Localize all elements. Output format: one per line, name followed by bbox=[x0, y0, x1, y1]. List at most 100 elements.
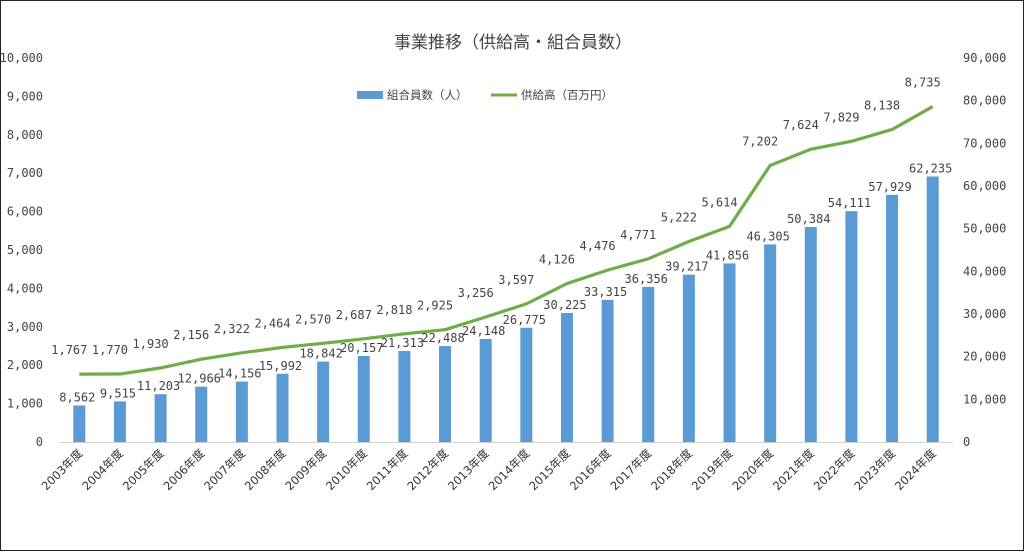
member-bar bbox=[479, 338, 492, 442]
member-data-label: 39,217 bbox=[665, 260, 708, 274]
x-tick-label: 2008年度 bbox=[242, 446, 289, 493]
member-data-label: 15,992 bbox=[259, 359, 302, 373]
supply-data-label: 8,138 bbox=[864, 99, 900, 113]
right-y-axis: 0 10,000 20,000 30,000 40,000 50,000 60,000 70,… bbox=[963, 51, 1006, 449]
right-tick-label: 10,000 bbox=[963, 392, 1006, 406]
supply-data-label: 2,322 bbox=[214, 322, 250, 336]
member-data-label: 33,315 bbox=[584, 285, 627, 299]
member-bar bbox=[845, 211, 858, 442]
x-tick-label: 2021年度 bbox=[770, 446, 817, 493]
member-data-label: 12,966 bbox=[178, 372, 221, 386]
member-bar bbox=[886, 194, 899, 442]
member-bar bbox=[926, 176, 939, 443]
x-axis: 2003年度2004年度2005年度2006年度2007年度2008年度2009… bbox=[39, 442, 953, 493]
member-data-label: 30,225 bbox=[543, 298, 586, 312]
member-data-label: 54,111 bbox=[828, 196, 871, 210]
member-bar bbox=[601, 299, 614, 442]
supply-data-label: 2,570 bbox=[295, 312, 331, 326]
supply-data-label: 7,202 bbox=[742, 134, 778, 148]
supply-data-label: 5,222 bbox=[661, 210, 697, 224]
right-tick-label: 0 bbox=[963, 435, 970, 449]
member-data-label: 8,562 bbox=[59, 390, 95, 404]
member-data-label: 14,156 bbox=[218, 367, 261, 381]
member-data-label: 36,356 bbox=[625, 272, 668, 286]
x-tick-label: 2020年度 bbox=[729, 446, 776, 493]
member-data-label: 22,488 bbox=[421, 331, 464, 345]
right-tick-label: 60,000 bbox=[963, 179, 1006, 193]
right-tick-label: 30,000 bbox=[963, 307, 1006, 321]
legend-swatch-members bbox=[357, 91, 383, 99]
member-bar bbox=[560, 313, 573, 442]
member-bar bbox=[113, 401, 126, 442]
x-tick-label: 2015年度 bbox=[526, 446, 573, 493]
supply-data-label: 1,770 bbox=[92, 343, 128, 357]
member-bar bbox=[764, 244, 777, 442]
member-bar bbox=[73, 405, 86, 442]
left-tick-label: 7,000 bbox=[7, 166, 43, 180]
member-bar bbox=[682, 274, 695, 442]
supply-data-label: 3,597 bbox=[498, 273, 534, 287]
left-tick-label: 9,000 bbox=[7, 89, 43, 103]
left-tick-label: 2,000 bbox=[7, 358, 43, 372]
supply-data-label: 2,464 bbox=[254, 316, 290, 330]
x-tick-label: 2009年度 bbox=[282, 446, 329, 493]
supply-data-label: 2,925 bbox=[417, 299, 453, 313]
supply-data-label: 2,818 bbox=[376, 303, 412, 317]
member-data-label: 26,775 bbox=[503, 313, 546, 327]
member-data-label: 46,305 bbox=[746, 229, 789, 243]
member-bar bbox=[723, 263, 736, 442]
member-bar bbox=[439, 346, 452, 442]
left-y-axis: 0 1,000 2,000 3,000 4,000 5,000 6,000 7,000 8,00… bbox=[1, 51, 43, 449]
member-data-label: 21,313 bbox=[381, 336, 424, 350]
left-tick-label: 8,000 bbox=[7, 128, 43, 142]
member-data-label: 50,384 bbox=[787, 212, 830, 226]
x-tick-label: 2017年度 bbox=[607, 446, 654, 493]
member-bar bbox=[642, 286, 655, 442]
left-tick-label: 1,000 bbox=[7, 397, 43, 411]
supply-data-label: 2,687 bbox=[336, 308, 372, 322]
member-bar bbox=[398, 351, 411, 442]
supply-data-label: 1,767 bbox=[51, 343, 87, 357]
member-data-label: 11,203 bbox=[137, 379, 180, 393]
legend-label-supply: 供給高（百万円） bbox=[521, 88, 613, 102]
x-tick-label: 2012年度 bbox=[404, 446, 451, 493]
supply-data-label: 4,771 bbox=[620, 228, 656, 242]
right-tick-label: 70,000 bbox=[963, 136, 1006, 150]
member-data-labels: 8,562 9,51511,20312,96614,15615,99218,842… bbox=[59, 161, 952, 404]
member-data-label: 9,515 bbox=[100, 386, 136, 400]
x-tick-label: 2024年度 bbox=[892, 446, 939, 493]
member-bar bbox=[317, 361, 330, 442]
member-bar bbox=[195, 386, 208, 442]
supply-data-label: 7,829 bbox=[823, 110, 859, 124]
x-tick-label: 2004年度 bbox=[79, 446, 126, 493]
supply-data-label: 4,126 bbox=[539, 253, 575, 267]
member-bar bbox=[520, 327, 533, 442]
x-tick-label: 2014年度 bbox=[486, 446, 533, 493]
supply-data-label: 8,735 bbox=[905, 76, 941, 90]
x-tick-label: 2011年度 bbox=[364, 446, 411, 493]
member-bar bbox=[276, 373, 289, 442]
member-bar bbox=[804, 227, 817, 442]
right-tick-label: 20,000 bbox=[963, 350, 1006, 364]
left-tick-label: 10,000 bbox=[1, 51, 43, 65]
supply-data-label: 4,476 bbox=[580, 239, 616, 253]
left-tick-label: 4,000 bbox=[7, 281, 43, 295]
supply-line-path bbox=[79, 105, 934, 376]
x-tick-label: 2006年度 bbox=[160, 446, 207, 493]
member-bars bbox=[73, 176, 939, 443]
member-data-label: 57,929 bbox=[868, 180, 911, 194]
x-tick-label: 2023年度 bbox=[851, 446, 898, 493]
right-tick-label: 40,000 bbox=[963, 264, 1006, 278]
x-tick-label: 2010年度 bbox=[323, 446, 370, 493]
left-tick-label: 0 bbox=[36, 435, 43, 449]
supply-line bbox=[79, 105, 934, 376]
left-tick-label: 3,000 bbox=[7, 320, 43, 334]
right-tick-label: 50,000 bbox=[963, 222, 1006, 236]
left-tick-label: 5,000 bbox=[7, 243, 43, 257]
x-tick-label: 2018年度 bbox=[648, 446, 695, 493]
left-tick-label: 6,000 bbox=[7, 205, 43, 219]
x-tick-label: 2013年度 bbox=[445, 446, 492, 493]
member-data-label: 41,856 bbox=[706, 248, 749, 262]
right-tick-label: 90,000 bbox=[963, 51, 1006, 65]
